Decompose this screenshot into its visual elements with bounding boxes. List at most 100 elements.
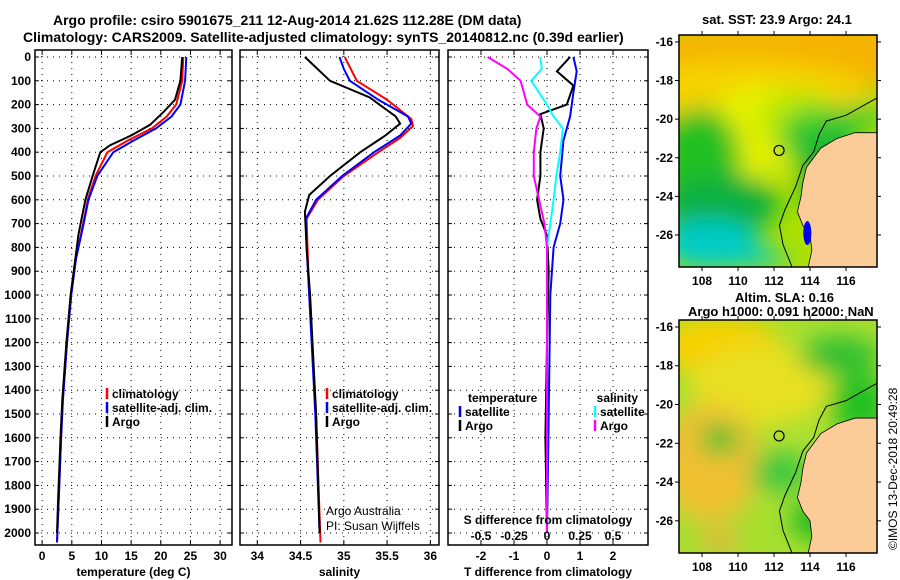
field-patch [690, 345, 830, 426]
float-position-marker [773, 144, 785, 157]
series-line-climatology [56, 56, 185, 543]
x-axis-label: T difference from climatology [464, 565, 632, 579]
y-tick-label: 1400 [4, 383, 31, 397]
x-tick-label: 30 [213, 549, 227, 563]
field-patch [750, 452, 810, 493]
bathymetry-contour [778, 97, 877, 267]
x-tick-label: 34.5 [289, 549, 313, 563]
s-tick-label: 0.5 [605, 529, 622, 543]
y-tick-label: 400 [11, 145, 31, 159]
legend-label: Argo [112, 415, 140, 429]
title-line-2: Climatology: CARS2009. Satellite-adjuste… [23, 29, 624, 45]
series-line-t-argo [536, 56, 575, 534]
field-patch [700, 530, 740, 551]
lon-tick-label: 112 [764, 274, 784, 288]
field-patch [690, 248, 790, 267]
s-axis-label: S difference from climatology [464, 513, 633, 527]
s-tick-label: 0 [544, 529, 551, 543]
y-tick-label: 1600 [4, 431, 31, 445]
series-line-argo [303, 56, 402, 534]
land-mass [797, 132, 877, 267]
legend-label: Argo [600, 419, 628, 433]
lat-tick-label: -22 [656, 436, 674, 450]
lat-tick-label: -26 [656, 514, 674, 528]
panel-temperature: 0100200300400500600700800900100011001200… [4, 49, 233, 579]
y-tick-label: 300 [11, 121, 31, 135]
lat-tick-label: -20 [656, 398, 674, 412]
y-tick-label: 200 [11, 98, 31, 112]
land-mass [797, 417, 877, 553]
panel-salinity: 34 34.5 35 35.5 36 salinity climatologysatelli… [239, 49, 440, 579]
legend-label: satellite [465, 405, 510, 419]
x-tick-label: 5 [68, 549, 75, 563]
lat-tick-label: -26 [656, 228, 674, 242]
panel-frame [447, 49, 649, 546]
sla-map-title-2: Argo h1000: 0.091 h2000: NaN [688, 304, 874, 319]
map-field [679, 320, 877, 553]
x-tick-label: 34 [251, 549, 265, 563]
x-tick-label: 35 [337, 549, 351, 563]
legend-label: climatology [112, 387, 179, 401]
sla-map: 108 110 112 114 116 -16 -18 -20 -22 -24 -26 [656, 316, 881, 574]
x-tick-label: 20 [154, 549, 168, 563]
x-tick-label: 15 [124, 549, 138, 563]
lon-tick-label: 114 [800, 274, 820, 288]
y-tick-label: 700 [11, 217, 31, 231]
legend-heading-temperature: temperature [468, 391, 538, 405]
y-tick-label: 1800 [4, 478, 31, 492]
y-tick-label: 2000 [4, 526, 31, 540]
credit-line-1: Argo Australia [326, 504, 401, 518]
y-tick-label: 1500 [4, 407, 31, 421]
s-tick-label: -0.5 [471, 529, 492, 543]
sla-map-title-1: Altim. SLA: 0.16 [735, 290, 834, 305]
x-tick-label: 35.5 [375, 549, 399, 563]
map-field [679, 35, 877, 267]
y-tick-label: 1900 [4, 502, 31, 516]
lon-tick-label: 110 [728, 274, 748, 288]
panel-frame [34, 49, 233, 546]
legend-label: satellite-adj. clim. [332, 401, 432, 415]
x-tick-label: 0 [544, 549, 551, 563]
float-position-marker [773, 430, 785, 442]
lon-tick-label: 116 [836, 560, 856, 574]
map-frame [678, 34, 878, 268]
series-line-s-satellite [529, 56, 564, 533]
lon-tick-label: 112 [764, 560, 784, 574]
lat-tick-label: -24 [656, 189, 674, 203]
legend-label: satellite [600, 405, 645, 419]
title-line-1: Argo profile: csiro 5901675_211 12-Aug-2… [53, 12, 522, 28]
x-tick-label: 1 [577, 549, 584, 563]
lat-tick-label: -16 [656, 35, 674, 49]
series-line-s-argo [487, 56, 548, 533]
field-patch [700, 424, 740, 455]
legend-label: climatology [332, 387, 399, 401]
lon-tick-label: 108 [692, 274, 712, 288]
lat-tick-label: -16 [656, 320, 674, 334]
lon-tick-label: 114 [800, 560, 820, 574]
lat-tick-label: -18 [656, 74, 674, 88]
x-tick-label: -2 [476, 549, 487, 563]
credit-line-2: PI: Susan Wijffels [326, 519, 420, 533]
lat-tick-label: -18 [656, 359, 674, 373]
legend-label: Argo [465, 419, 493, 433]
series-line-t-satellite [546, 56, 578, 534]
legend-label: Argo [332, 415, 360, 429]
series-line-argo [56, 56, 184, 534]
shark-bay-patch [803, 221, 812, 246]
series-line-climatology [305, 56, 415, 543]
x-tick-label: 10 [95, 549, 109, 563]
field-patch [800, 336, 877, 377]
x-tick-label: 25 [184, 549, 198, 563]
y-tick-label: 1000 [4, 288, 31, 302]
series-line-satellite-adj-clim- [56, 56, 188, 543]
y-tick-label: 500 [11, 169, 31, 183]
s-tick-label: 0.25 [568, 529, 592, 543]
lon-tick-label: 110 [728, 560, 748, 574]
x-tick-label: 0 [39, 549, 46, 563]
y-tick-label: 900 [11, 264, 31, 278]
imos-timestamp: ©IMOS 13-Dec-2018 20:49:28 [886, 387, 900, 550]
y-tick-label: 100 [11, 74, 31, 88]
y-tick-label: 800 [11, 240, 31, 254]
sst-map: 108 110 112 114 116 -16 -18 -20 -22 -24 -26 [656, 31, 881, 288]
